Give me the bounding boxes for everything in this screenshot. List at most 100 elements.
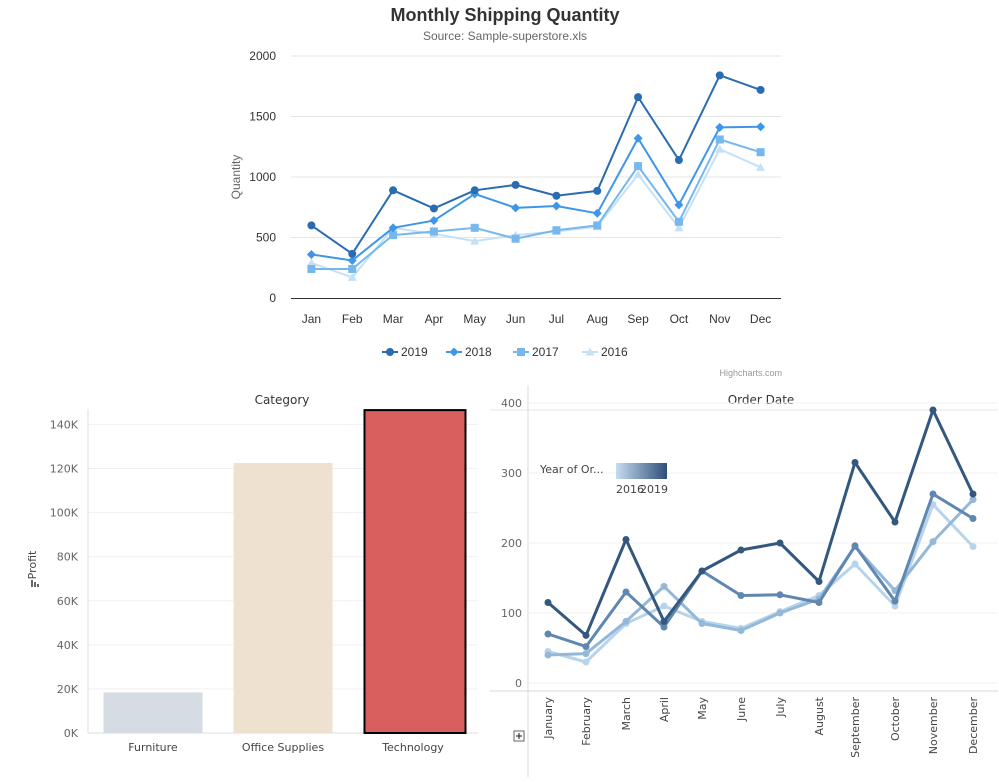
x-tick-label: November	[927, 697, 940, 755]
line-header-order-date: Order Date	[728, 393, 795, 407]
data-point-2017	[674, 217, 683, 226]
data-point-2017	[511, 234, 520, 243]
y-axis-title: Quantity	[229, 155, 243, 200]
y-tick-label: 0	[269, 291, 276, 305]
profit-by-category-panel: Category 0K 20K 40K 60K 80K 100K 120K 140K Profit…	[0, 385, 480, 777]
x-tick-label: May	[696, 697, 709, 720]
data-point-2018	[737, 592, 745, 599]
x-tick-label: Jul	[549, 312, 564, 326]
data-point-2016	[756, 162, 766, 171]
monthly-shipping-svg: Monthly Shipping Quantity Source: Sample-…	[229, 5, 782, 378]
series-line-2017	[311, 138, 761, 270]
y-tick-label: 1500	[249, 110, 276, 124]
data-point-2017	[389, 231, 398, 240]
x-tick-label: Dec	[750, 312, 771, 326]
series-line-2018	[311, 125, 761, 262]
color-legend-max: 2019	[640, 483, 668, 496]
legend-item-2018: 2018	[446, 345, 492, 359]
data-point-2017	[544, 651, 552, 659]
data-point-2018	[622, 588, 630, 596]
x-tick-label: Nov	[709, 312, 730, 326]
data-point-2016	[715, 144, 725, 153]
x-tick-label: August	[813, 696, 826, 735]
y-tick-label: 400	[501, 397, 522, 410]
legend-label: 2018	[465, 345, 492, 359]
x-tick-label: February	[580, 697, 593, 746]
data-point-2018	[929, 490, 937, 498]
x-tick-label: Technology	[381, 741, 444, 754]
y-tick-label: 2000	[249, 49, 276, 63]
data-point-2018	[429, 216, 439, 226]
data-point-2018	[511, 203, 521, 213]
data-point-2017	[429, 227, 438, 236]
data-point-2017	[737, 627, 745, 634]
data-point-2019	[674, 156, 683, 165]
x-tick-label: Oct	[670, 312, 689, 326]
data-point-2016	[660, 602, 668, 610]
data-point-2017	[622, 617, 630, 625]
y-tick-label: 20K	[57, 683, 79, 696]
expand-button[interactable]	[513, 730, 525, 742]
x-tick-label: Jun	[506, 312, 525, 326]
sort-icon	[31, 580, 39, 587]
y-tick-label: 60K	[57, 595, 79, 608]
x-tick-label: Mar	[383, 312, 404, 326]
y-tick-label: 0	[515, 677, 522, 690]
data-point-2016	[347, 272, 357, 281]
data-point-2017	[660, 582, 668, 590]
bar-furniture	[103, 692, 203, 733]
x-tick-label: May	[463, 312, 486, 326]
y-tick-label: 1000	[249, 170, 276, 184]
data-point-2019	[891, 518, 899, 526]
data-point-2018	[660, 623, 668, 631]
chart-title: Monthly Shipping Quantity	[391, 5, 620, 25]
data-point-2019	[756, 85, 765, 94]
x-tick-label: December	[967, 697, 980, 755]
y-tick-label: 100K	[50, 507, 79, 520]
data-point-2019	[776, 539, 784, 547]
x-tick-label: Furniture	[128, 741, 178, 754]
legend-item-2017: 2017	[513, 345, 559, 359]
profit-bar-svg: Category 0K 20K 40K 60K 80K 100K 120K 140K Profit…	[26, 393, 478, 754]
legend-marker-triangle	[585, 347, 595, 356]
color-legend-title: Year of Or...	[539, 463, 604, 476]
bar-technology	[363, 409, 467, 734]
data-point-2017	[698, 620, 706, 627]
data-point-2018	[551, 201, 561, 211]
data-point-2016	[674, 223, 684, 232]
data-point-2016	[306, 258, 316, 267]
y-tick-label: 100	[501, 607, 522, 620]
data-point-2019	[593, 186, 602, 195]
legend-label: 2017	[532, 345, 559, 359]
legend-label: 2019	[401, 345, 428, 359]
data-point-2016	[470, 236, 480, 245]
data-point-2017	[715, 135, 724, 144]
series-line-2016	[311, 148, 761, 279]
bar-header-category: Category	[255, 393, 310, 407]
monthly-shipping-chart: Monthly Shipping Quantity Source: Sample-…	[0, 0, 999, 385]
bar-office-supplies	[233, 463, 333, 733]
data-point-2017	[929, 538, 937, 546]
y-tick-label: 0K	[64, 727, 79, 740]
data-point-2019	[660, 617, 668, 625]
data-point-2017	[969, 496, 977, 504]
data-point-2019	[815, 578, 823, 585]
y-axis-title: Profit	[26, 550, 39, 579]
color-legend-min: 2016	[616, 483, 644, 496]
series-line-2018	[547, 492, 974, 649]
series-2019	[307, 71, 765, 258]
series-2019	[544, 406, 977, 639]
data-point-2019	[552, 191, 561, 200]
y-tick-label: 500	[256, 231, 276, 245]
legend-item-2016: 2016	[582, 345, 628, 359]
data-point-2016	[851, 560, 859, 568]
series-line-2016	[547, 503, 975, 664]
data-point-2019	[582, 631, 590, 639]
data-point-2017	[776, 609, 784, 617]
y-tick-label: 140K	[50, 418, 79, 431]
y-tick-label: 80K	[57, 551, 79, 564]
chart-subtitle: Source: Sample-superstore.xls	[423, 29, 587, 43]
order-date-svg: Order Date 0 100 200 300 400 January February Ma…	[490, 385, 998, 777]
x-tick-label: June	[735, 697, 748, 722]
x-tick-label: Aug	[587, 312, 608, 326]
